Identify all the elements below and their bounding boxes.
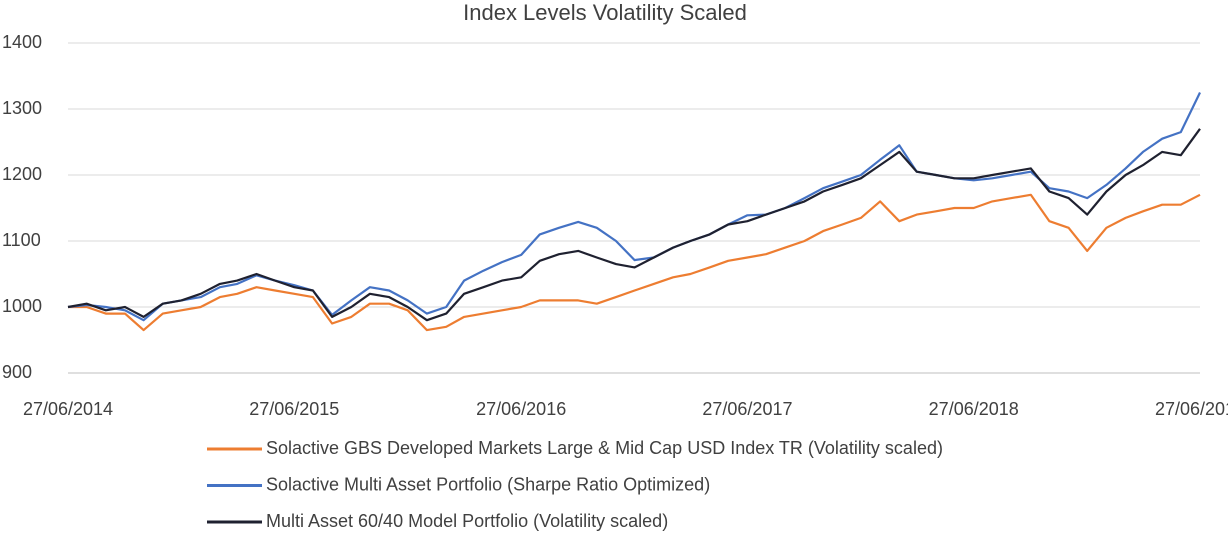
series-line [67,128,1201,322]
x-tick-label: 27/06/2017 [702,399,792,419]
legend-label: Solactive Multi Asset Portfolio (Sharpe … [266,474,710,494]
legend-label: Solactive GBS Developed Markets Large & … [266,438,943,458]
y-tick-label: 900 [2,362,32,382]
y-tick-label: 1400 [2,32,42,52]
x-tick-label: 27/06/2014 [23,399,113,419]
y-tick-label: 1200 [2,164,42,184]
series-line [68,193,1201,332]
y-tick-label: 1000 [2,296,42,316]
x-tick-label: 27/06/2016 [476,399,566,419]
x-tick-label: 27/06/2015 [249,399,339,419]
chart-title: Index Levels Volatility Scaled [463,0,747,25]
x-tick-label: 27/06/2019 [1155,399,1228,419]
series-line [67,92,1201,322]
y-tick-label: 1300 [2,98,42,118]
x-tick-label: 27/06/2018 [929,399,1019,419]
legend-label: Multi Asset 60/40 Model Portfolio (Volat… [266,511,668,531]
y-tick-label: 1100 [2,230,41,250]
